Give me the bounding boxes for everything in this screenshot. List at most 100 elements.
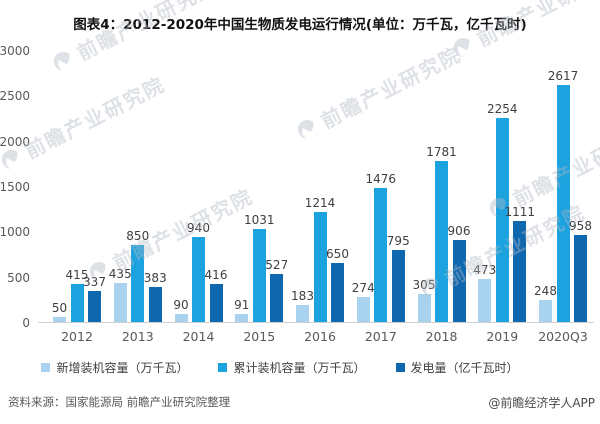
bar-wrapper: 940 bbox=[187, 221, 210, 322]
bar bbox=[417, 294, 431, 322]
data-label: 183 bbox=[291, 289, 314, 303]
legend-swatch-icon bbox=[41, 363, 51, 372]
legend-item: 累计装机容量（万千瓦） bbox=[218, 359, 366, 376]
bar-trio: 183 1214 650 bbox=[291, 196, 349, 322]
bar bbox=[435, 161, 448, 322]
bar-wrapper: 416 bbox=[205, 268, 227, 322]
bar-group: 50 415 337 2012 bbox=[51, 268, 106, 344]
bar-trio: 90 940 416 bbox=[173, 221, 227, 322]
bar-trio: 274 1476 795 bbox=[352, 172, 410, 322]
bar-wrapper: 50 bbox=[51, 301, 68, 322]
legend: 新增装机容量（万千瓦） 累计装机容量（万千瓦） 发电量（亿千瓦时） bbox=[0, 359, 600, 376]
bar bbox=[478, 279, 492, 322]
bar-wrapper: 2254 bbox=[487, 102, 518, 322]
chart-title: 图表4：2012-2020年中国生物质发电运行情况(单位：万千瓦，亿千瓦时) bbox=[73, 17, 527, 33]
bar-group: 435 850 383 2013 bbox=[109, 229, 167, 344]
bar bbox=[113, 283, 127, 322]
data-label: 337 bbox=[83, 275, 106, 289]
bar-wrapper: 906 bbox=[448, 224, 470, 322]
x-tick-label: 2016 bbox=[304, 329, 336, 344]
bar bbox=[313, 212, 327, 322]
bar-wrapper: 91 bbox=[234, 298, 249, 322]
x-tick-label: 2020Q3 bbox=[538, 329, 588, 344]
bar bbox=[192, 237, 205, 322]
x-tick-label: 2014 bbox=[182, 329, 215, 344]
bar-trio: 50 415 337 bbox=[51, 268, 106, 322]
data-label: 1111 bbox=[504, 205, 536, 219]
data-label: 50 bbox=[51, 301, 68, 315]
bar bbox=[452, 240, 466, 322]
data-label: 90 bbox=[173, 298, 189, 312]
bar bbox=[374, 188, 388, 322]
data-label: 906 bbox=[447, 224, 471, 238]
bar-trio: 91 1031 527 bbox=[234, 213, 288, 322]
bar-wrapper: 1214 bbox=[305, 196, 335, 322]
bar-group: 305 1781 906 2018 bbox=[413, 145, 471, 344]
data-label: 435 bbox=[108, 267, 132, 281]
bar-wrapper: 795 bbox=[387, 234, 410, 322]
legend-item: 发电量（亿千瓦时） bbox=[395, 359, 519, 376]
data-label: 1476 bbox=[365, 172, 397, 186]
y-tick-label: 2000 bbox=[0, 134, 30, 149]
bar bbox=[539, 300, 552, 322]
data-label: 795 bbox=[386, 234, 410, 248]
legend-swatch-icon bbox=[218, 363, 228, 372]
bar bbox=[356, 297, 370, 322]
bar-wrapper: 650 bbox=[326, 247, 349, 322]
data-label: 958 bbox=[569, 219, 592, 233]
bar-group: 183 1214 650 2016 bbox=[291, 196, 349, 344]
bar bbox=[391, 250, 405, 322]
bar-wrapper: 1781 bbox=[426, 145, 457, 322]
legend-swatch-icon bbox=[395, 363, 405, 372]
data-label: 650 bbox=[326, 247, 349, 261]
x-tick-label: 2013 bbox=[121, 329, 154, 344]
bar bbox=[574, 235, 587, 322]
bar-wrapper: 90 bbox=[173, 298, 189, 322]
plot-area: 50 415 337 2012 435 850 383 2013 90 940 416 2014 91 1… bbox=[38, 51, 594, 344]
y-tick-label: 2500 bbox=[0, 89, 30, 104]
bar-wrapper: 435 bbox=[109, 267, 132, 322]
bar-wrapper: 383 bbox=[144, 271, 167, 322]
legend-label: 累计装机容量（万千瓦） bbox=[233, 361, 366, 375]
bar bbox=[556, 85, 570, 322]
x-tick-label: 2018 bbox=[425, 329, 458, 344]
x-tick-label: 2017 bbox=[364, 329, 397, 344]
bar-trio: 473 2254 1111 bbox=[473, 102, 535, 322]
data-label: 274 bbox=[351, 281, 375, 295]
x-tick-label: 2012 bbox=[61, 329, 93, 344]
bar bbox=[513, 221, 527, 322]
bar-wrapper: 183 bbox=[291, 289, 314, 322]
data-label: 2254 bbox=[486, 102, 518, 116]
bar-group: 90 940 416 2014 bbox=[173, 221, 227, 344]
data-label: 850 bbox=[126, 229, 150, 243]
data-label: 940 bbox=[187, 221, 210, 235]
source-note: 资料来源：国家能源局 前瞻产业研究院整理 bbox=[8, 395, 231, 409]
x-tick-label: 2019 bbox=[486, 329, 519, 344]
bar-wrapper: 274 bbox=[352, 281, 375, 322]
y-tick-label: 1500 bbox=[0, 180, 30, 194]
bar bbox=[131, 245, 145, 322]
x-tick-label: 2015 bbox=[243, 329, 276, 344]
bar-trio: 248 2617 958 bbox=[534, 69, 592, 322]
data-label: 1781 bbox=[426, 145, 457, 159]
bar bbox=[270, 274, 284, 322]
y-tick-label: 0 bbox=[22, 316, 30, 330]
bar bbox=[495, 118, 509, 322]
data-label: 248 bbox=[534, 284, 557, 298]
credit-note: @前瞻经济学人APP bbox=[488, 396, 595, 410]
bar bbox=[148, 287, 162, 322]
y-tick-label: 500 bbox=[7, 270, 30, 285]
bar-trio: 435 850 383 bbox=[109, 229, 167, 322]
bar-wrapper: 337 bbox=[83, 275, 106, 322]
legend-label: 新增装机容量（万千瓦） bbox=[56, 361, 189, 375]
bar-wrapper: 850 bbox=[126, 229, 149, 322]
bar-wrapper: 2617 bbox=[548, 69, 578, 322]
bar-wrapper: 248 bbox=[534, 284, 557, 322]
bar-wrapper: 305 bbox=[413, 278, 435, 322]
bar-group: 274 1476 795 2017 bbox=[352, 172, 410, 344]
bar-wrapper: 1476 bbox=[365, 172, 396, 322]
chart-area: 0 500 1000 1500 2000 2500 3000 50 415 337 2012 435… bbox=[0, 44, 594, 344]
bar bbox=[88, 291, 101, 322]
bar-group: 91 1031 527 2015 bbox=[234, 213, 288, 344]
bar-wrapper: 1031 bbox=[244, 213, 275, 322]
